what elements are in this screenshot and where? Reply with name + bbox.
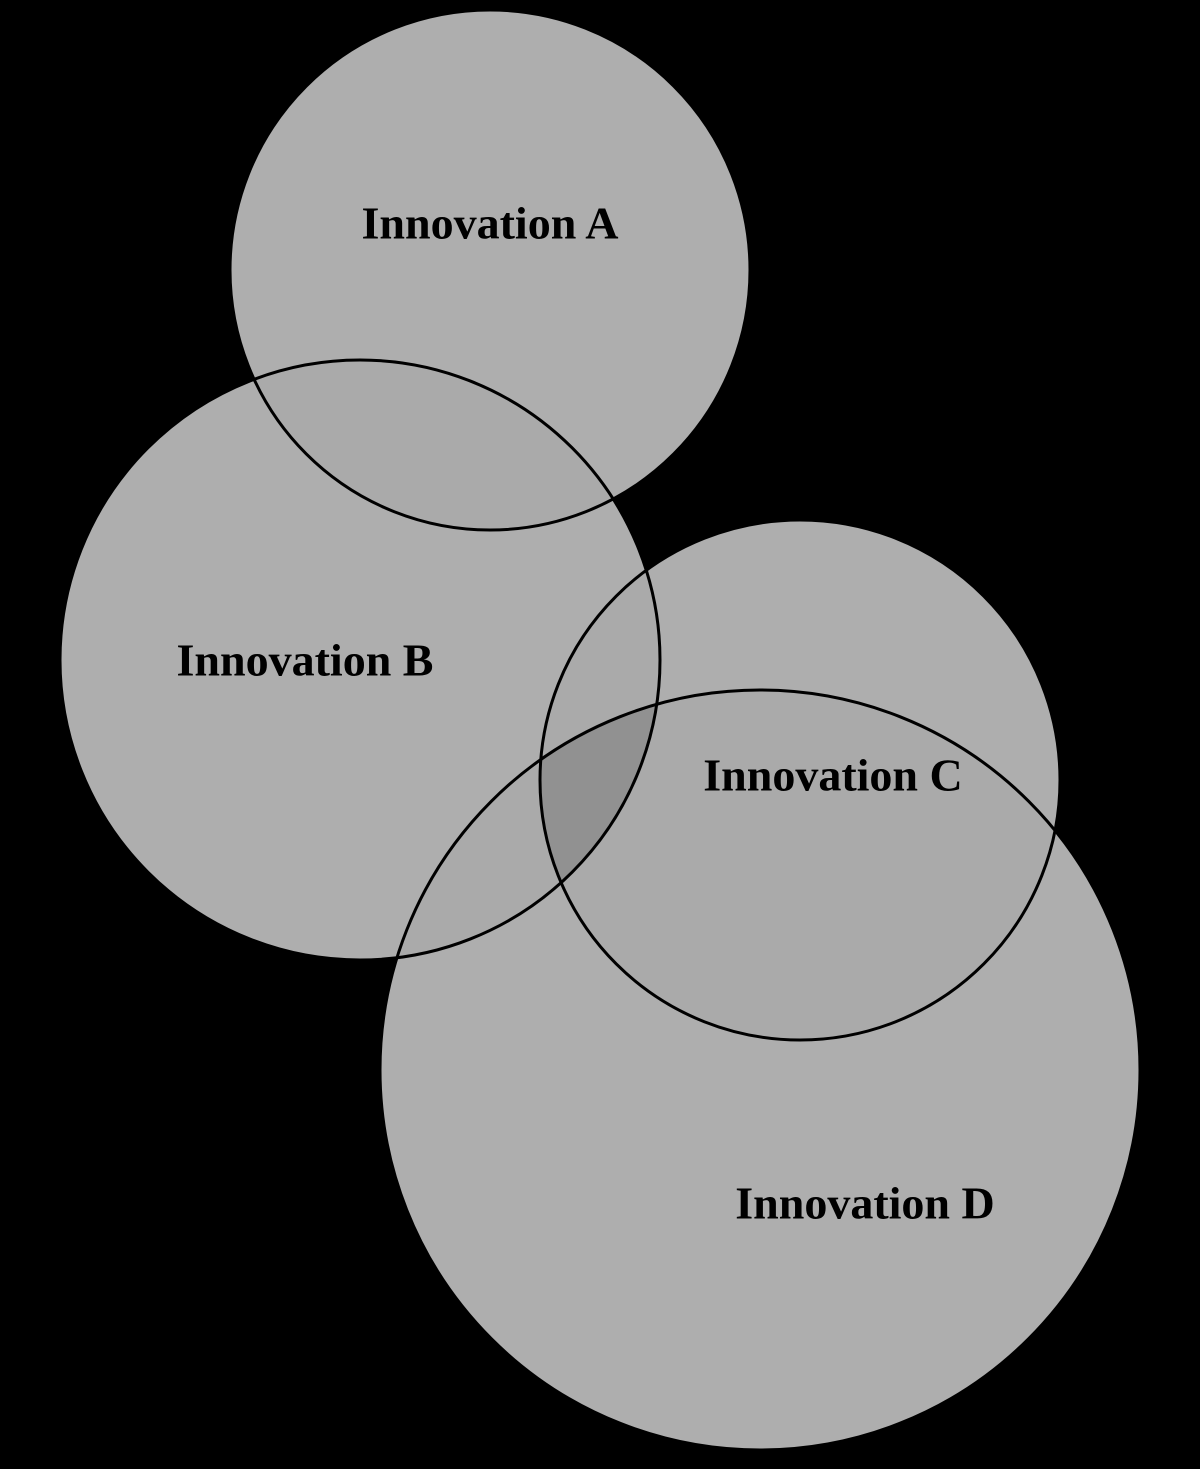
venn-diagram-container: Innovation A Innovation B Innovation C Inno… bbox=[0, 0, 1200, 1469]
venn-label-c: Innovation C bbox=[703, 750, 962, 801]
venn-circle-d bbox=[380, 690, 1140, 1450]
venn-label-a: Innovation A bbox=[362, 198, 619, 249]
venn-label-d: Innovation D bbox=[735, 1178, 994, 1229]
venn-diagram-svg: Innovation A Innovation B Innovation C Inno… bbox=[0, 0, 1200, 1469]
venn-label-b: Innovation B bbox=[177, 635, 434, 686]
